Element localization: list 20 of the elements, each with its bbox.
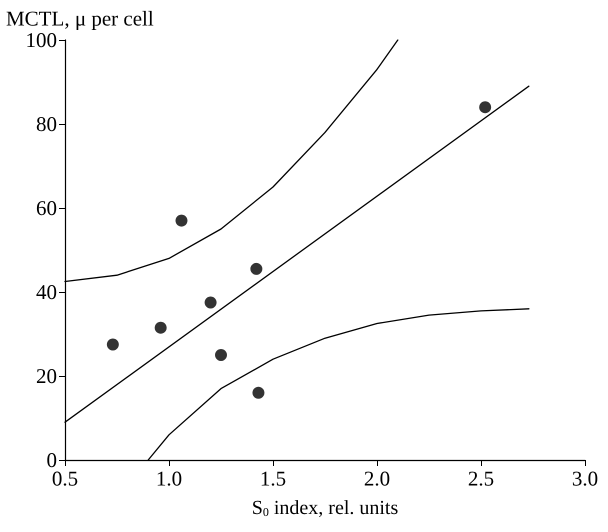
y-axis-title: MCTL, μ per cell xyxy=(6,6,154,30)
x-axis-title: S0 index, rel. units xyxy=(252,497,398,519)
point xyxy=(250,262,262,275)
x-tick-label: 2.5 xyxy=(468,466,494,490)
point xyxy=(215,349,227,361)
y-tick-label: 60 xyxy=(36,196,57,220)
point xyxy=(106,338,119,350)
point xyxy=(479,101,492,114)
y-tick-label: 80 xyxy=(36,112,57,136)
x-tick-label: 3.0 xyxy=(572,466,598,490)
x-tick-label: 1.0 xyxy=(156,466,182,490)
point xyxy=(154,322,167,334)
y-tick-label: 100 xyxy=(26,28,57,52)
x-tick-label: 1.5 xyxy=(260,466,286,490)
point xyxy=(175,214,188,227)
x-tick-label: 2.0 xyxy=(364,466,390,490)
point xyxy=(204,296,217,308)
y-tick-label: 20 xyxy=(36,364,57,388)
y-tick-label: 40 xyxy=(36,280,57,304)
point xyxy=(252,386,264,399)
